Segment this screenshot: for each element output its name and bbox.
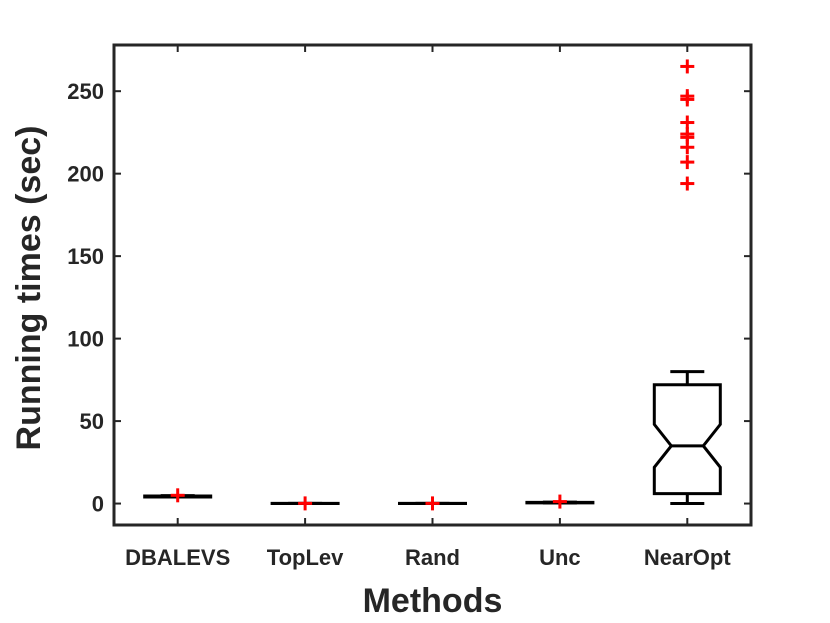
x-tick-label: NearOpt [644,545,731,570]
x-tick-label: DBALEVS [125,545,230,570]
y-tick-label: 150 [67,244,104,269]
outlier-markers [170,59,695,511]
y-tick-label: 50 [80,409,104,434]
box-series [143,370,722,506]
outlier-point [680,59,695,74]
tick-labels: 0 50 100 150 200 250 DBALEVS TopLev Rand Unc NearO… [67,79,731,570]
y-tick-label: 0 [92,492,104,517]
y-tick-label: 200 [67,162,104,187]
outlier-point [680,176,695,191]
box-nearopt [652,370,722,506]
box-body [652,383,722,496]
x-axis-title: Methods [363,582,503,620]
outlier-point [552,494,567,509]
outlier-point [680,155,695,170]
outlier-point [680,89,695,104]
outlier-point [170,488,185,503]
axis-ticks [114,45,751,525]
x-tick-label: Unc [539,545,581,570]
outlier-point [298,496,313,511]
x-tick-label: Rand [405,545,460,570]
box-body [143,494,213,499]
y-tick-label: 250 [67,79,104,104]
y-axis-title: Running times (sec) [10,126,48,451]
outlier-point [425,496,440,511]
x-tick-label: TopLev [267,545,344,570]
plot-frame [112,43,753,527]
outlier-point [680,115,695,130]
y-tick-label: 100 [67,327,104,352]
